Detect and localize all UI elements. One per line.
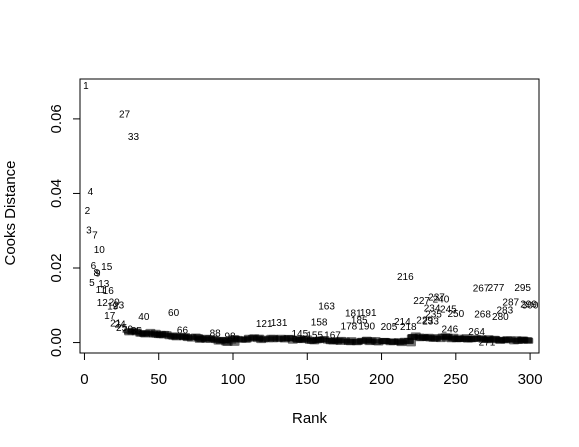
point-label: 16 (103, 286, 115, 297)
point-label: 235 (425, 310, 442, 321)
dense-point-mark (405, 340, 416, 347)
x-tick-label: 200 (369, 371, 394, 388)
y-tick-label: 0.06 (48, 104, 65, 133)
y-axis-title: Cooks Distance (2, 160, 19, 265)
point-label: 214 (394, 317, 411, 328)
point-label: 10 (94, 245, 106, 256)
point-label: 27 (119, 110, 131, 121)
point-label: 218 (400, 322, 417, 333)
point-label: 121 (256, 319, 273, 330)
point-label: 287 (502, 297, 519, 308)
point-label: 191 (360, 308, 377, 319)
point-label: 4 (88, 187, 94, 198)
point-label: 280 (492, 312, 509, 323)
y-axis: 0.00 0.02 0.04 0.06 (48, 104, 81, 357)
x-tick-label: 100 (220, 371, 245, 388)
y-tick-label: 0.00 (48, 328, 65, 357)
point-label: 233 (422, 316, 439, 327)
point-label: 190 (358, 321, 375, 332)
point-label: 25 (116, 323, 128, 334)
x-tick-label: 300 (518, 371, 543, 388)
point-label: 5 (89, 278, 95, 289)
point-label: 283 (496, 306, 513, 317)
point-label: 205 (381, 322, 398, 333)
point-label: 24 (115, 319, 127, 330)
point-label: 6 (91, 261, 97, 272)
point-label: 2 (85, 206, 91, 217)
point-label: 158 (311, 318, 328, 329)
point-label: 181 (345, 309, 362, 320)
point-label: 295 (514, 283, 531, 294)
point-label: 167 (324, 331, 341, 342)
point-label: 66 (177, 325, 189, 336)
point-label: 300 (522, 300, 539, 311)
point-label: 246 (442, 325, 459, 336)
point-label: 21 (110, 319, 122, 330)
point-label: 17 (104, 311, 116, 322)
point-label: 15 (101, 262, 113, 273)
point-label: 185 (351, 316, 368, 327)
point-label: 277 (488, 283, 505, 294)
point-label: 234 (424, 303, 441, 314)
point-label: 145 (292, 329, 309, 340)
point-label: 163 (318, 302, 335, 313)
point-label: 11 (96, 285, 107, 296)
point-label: 245 (440, 305, 457, 316)
point-label: 216 (397, 272, 414, 283)
point-label: 3 (86, 225, 92, 236)
point-label: 23 (113, 300, 125, 311)
point-label: 240 (433, 294, 450, 305)
point-label: 178 (341, 321, 358, 332)
y-tick-label: 0.02 (48, 253, 65, 282)
point-label: 299 (520, 300, 537, 311)
x-tick-label: 50 (150, 371, 167, 388)
point-label: 33 (128, 132, 140, 143)
x-tick-label: 250 (443, 371, 468, 388)
point-label: 264 (468, 327, 485, 338)
x-tick-label: 150 (295, 371, 320, 388)
point-label: 60 (168, 308, 180, 319)
point-label: 8 (94, 268, 100, 279)
dense-point-mark (523, 337, 534, 344)
x-axis: 0 50 100 150 200 250 300 (80, 352, 543, 388)
point-label: 268 (474, 310, 491, 321)
point-label: 267 (473, 284, 490, 295)
x-axis-title: Rank (292, 410, 328, 427)
point-label: 12 (97, 298, 109, 309)
point-label: 19 (107, 302, 119, 313)
x-tick-label: 0 (80, 371, 88, 388)
point-label: 131 (271, 318, 288, 329)
point-label: 9 (95, 269, 101, 280)
point-label: 227 (413, 296, 430, 307)
y-tick-label: 0.04 (48, 179, 65, 208)
point-label: 88 (210, 329, 222, 340)
point-label: 7 (92, 231, 98, 242)
point-label: 155 (306, 331, 323, 342)
point-label: 229 (416, 316, 433, 327)
point-label: 20 (109, 297, 121, 308)
point-label: 13 (98, 279, 110, 290)
point-label: 40 (138, 312, 150, 323)
point-label: 1 (83, 81, 89, 92)
point-label: 250 (447, 309, 464, 320)
point-label: 237 (428, 293, 445, 304)
